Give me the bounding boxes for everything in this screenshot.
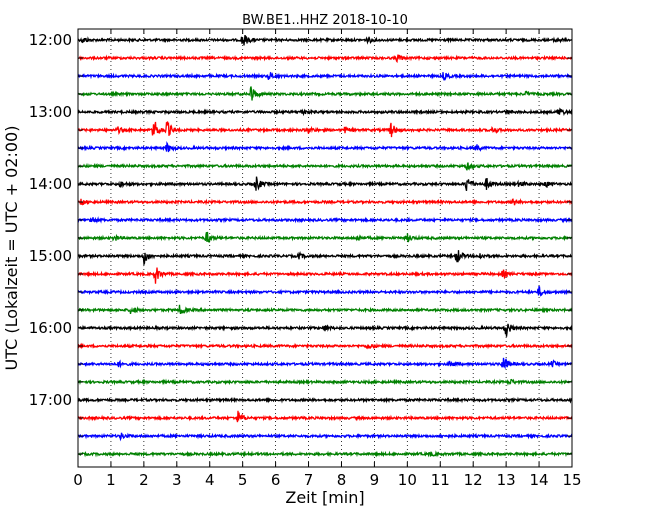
y-tick-label: 16:00 bbox=[29, 319, 72, 337]
x-tick-label: 15 bbox=[562, 471, 581, 489]
trace-group bbox=[77, 34, 573, 458]
trace-17:00 bbox=[77, 396, 573, 404]
trace-13:30 bbox=[77, 141, 573, 153]
trace-17:30 bbox=[77, 432, 573, 442]
trace-12:45 bbox=[77, 86, 573, 101]
x-tick-label: 14 bbox=[530, 471, 549, 489]
y-tick-label: 15:00 bbox=[29, 247, 72, 265]
x-tick-label: 1 bbox=[106, 471, 116, 489]
trace-12:15 bbox=[77, 54, 573, 64]
x-tick-label: 8 bbox=[337, 471, 347, 489]
x-tick-label: 2 bbox=[139, 471, 149, 489]
trace-15:30 bbox=[77, 285, 573, 297]
y-tick-label: 12:00 bbox=[29, 31, 72, 49]
trace-15:00 bbox=[77, 250, 573, 267]
plot-frame bbox=[77, 28, 573, 468]
trace-13:45 bbox=[77, 162, 573, 171]
x-tick-label: 7 bbox=[304, 471, 314, 489]
trace-13:15 bbox=[77, 121, 573, 138]
trace-16:45 bbox=[77, 378, 573, 386]
x-tick-label: 9 bbox=[370, 471, 380, 489]
y-axis-label: UTC (Lokalzeit = UTC + 02:00) bbox=[2, 126, 21, 371]
trace-13:00 bbox=[77, 107, 573, 117]
x-tick-label: 5 bbox=[238, 471, 248, 489]
y-axis: 12:00 13:00 14:00 15:00 16:00 17:00 bbox=[29, 31, 572, 455]
trace-17:45 bbox=[77, 450, 573, 458]
x-tick-label: 10 bbox=[398, 471, 417, 489]
trace-16:30 bbox=[77, 357, 573, 370]
trace-16:00 bbox=[77, 323, 573, 337]
y-tick-label: 17:00 bbox=[29, 391, 72, 409]
x-tick-label: 13 bbox=[497, 471, 516, 489]
x-tick-label: 3 bbox=[172, 471, 182, 489]
trace-14:00 bbox=[77, 176, 573, 192]
x-tick-label: 11 bbox=[431, 471, 450, 489]
x-tick-label: 4 bbox=[205, 471, 215, 489]
y-tick-label: 13:00 bbox=[29, 103, 72, 121]
trace-12:00 bbox=[77, 34, 573, 46]
y-tick-label: 14:00 bbox=[29, 175, 72, 193]
trace-14:45 bbox=[77, 231, 573, 244]
x-tick-label: 6 bbox=[271, 471, 281, 489]
x-axis: 0 1 2 3 4 5 6 7 8 9 10 11 12 13 14 15 bbox=[73, 29, 582, 489]
trace-15:45 bbox=[77, 304, 573, 315]
x-tick-label: 0 bbox=[73, 471, 83, 489]
trace-14:15 bbox=[77, 197, 573, 206]
trace-15:15 bbox=[77, 267, 573, 284]
trace-16:15 bbox=[77, 342, 573, 350]
trace-17:15 bbox=[77, 410, 573, 423]
trace-14:30 bbox=[77, 216, 573, 224]
trace-12:30 bbox=[77, 71, 573, 81]
x-tick-label: 12 bbox=[464, 471, 483, 489]
chart-title: BW.BE1..HHZ 2018-10-10 bbox=[242, 13, 408, 28]
x-axis-label: Zeit [min] bbox=[285, 488, 364, 507]
